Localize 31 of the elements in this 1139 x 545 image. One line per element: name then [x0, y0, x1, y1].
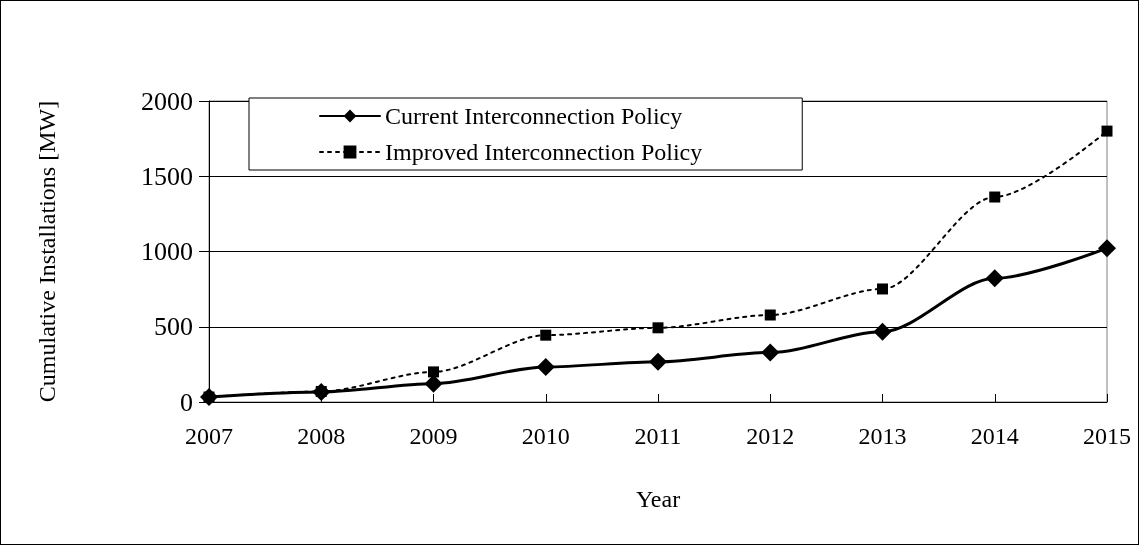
point	[877, 283, 888, 295]
point	[649, 352, 667, 371]
point	[989, 191, 1001, 203]
x-tick-label: 2012	[746, 423, 795, 449]
point	[652, 322, 664, 334]
x-tick-label: 2013	[858, 423, 907, 449]
legend-label: Current Interconnection Policy	[385, 103, 683, 129]
y-tick-label: 1000	[141, 237, 193, 266]
point	[540, 329, 552, 341]
x-axis-title: Year	[635, 486, 681, 512]
x-tick-label: 2008	[297, 423, 346, 449]
x-tick-label: 2007	[185, 423, 233, 449]
y-tick-label: 2000	[141, 86, 193, 116]
point	[873, 322, 892, 341]
y-tick-label: 1500	[141, 161, 193, 191]
point	[428, 366, 439, 378]
x-tick-label: 2009	[409, 423, 458, 449]
y-tick-label: 500	[154, 312, 193, 342]
x-tick-label: 2011	[634, 423, 682, 449]
y-tick-label: 0	[180, 387, 193, 417]
point	[536, 357, 555, 376]
point	[1098, 239, 1116, 258]
x-tick-label: 2015	[1083, 423, 1131, 449]
x-tick-label: 2010	[521, 423, 570, 449]
point	[985, 269, 1004, 288]
point	[1101, 125, 1113, 137]
point	[764, 309, 776, 321]
legend-label: Improved Interconnection Policy	[385, 139, 703, 165]
x-tick-label: 2014	[970, 423, 1019, 449]
point	[761, 343, 780, 362]
y-axis-title: Cumulative Installations [MW]	[34, 100, 60, 403]
